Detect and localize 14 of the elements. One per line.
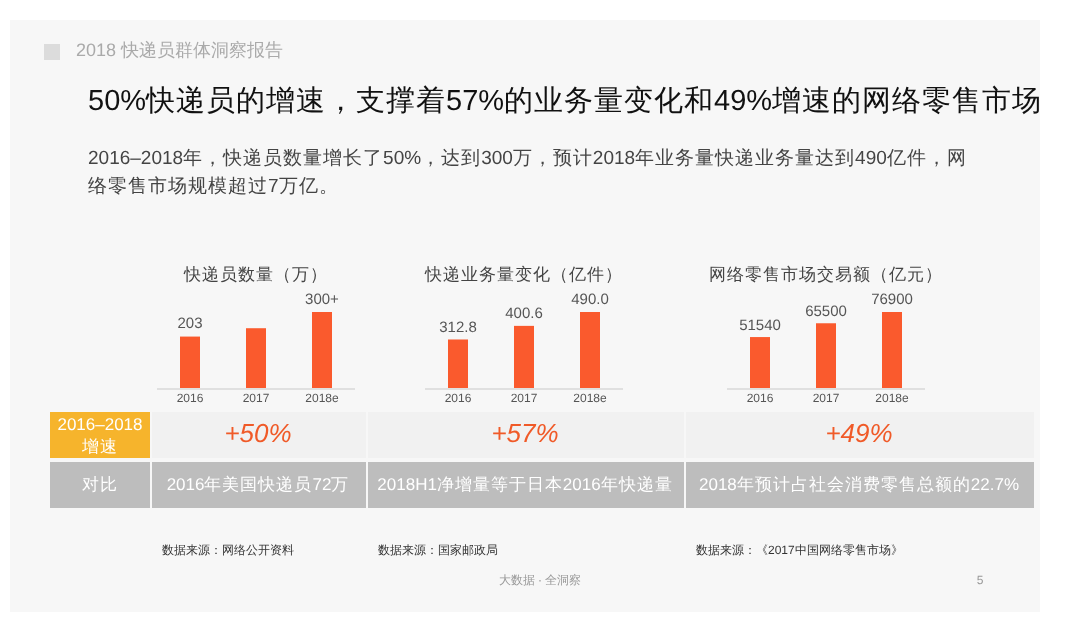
text: 2016–2018增速 [54,414,146,457]
text: +50% [224,418,292,450]
chart-title: 网络零售市场交易额（亿元） [709,264,943,285]
text: 2016年美国快递员72万 [166,474,350,495]
text: 2018H1净增量等于日本2016年快递量 [377,474,673,495]
text: 2018 快递员群体洞察报告 [76,40,284,62]
text: +49% [825,418,893,450]
text: 2018年预计占社会消费零售总额的22.7% [698,474,1020,495]
chart-title: 快递业务量变化（亿件） [425,264,623,285]
text: 50%快递员的增速，支撑着57%的业务量变化和49%增速的网络零售市场 [88,86,1043,121]
text: +57% [491,418,559,450]
text: 对比 [82,474,118,495]
chart-title: 快递员数量（万） [184,264,328,285]
text: 2016–2018年，快递员数量增长了50%，达到300万，预计2018年业务量快递业务量达到490亿件，网络零售市场规模超过7万亿。 [88,146,969,202]
